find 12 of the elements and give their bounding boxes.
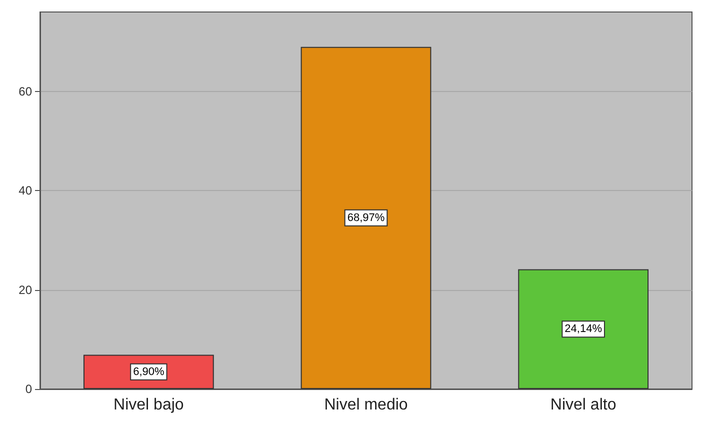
y-tick-label: 60 xyxy=(18,84,32,98)
x-tick-label: Nivel alto xyxy=(550,396,616,414)
y-tick-label: 0 xyxy=(25,382,32,396)
data-label: 24,14% xyxy=(564,323,602,336)
y-tick-label: 40 xyxy=(18,184,32,198)
data-label: 68,97% xyxy=(347,212,385,224)
bar xyxy=(518,269,649,389)
data-label: 6,90% xyxy=(133,366,164,378)
x-tick-label: Nivel medio xyxy=(324,396,408,414)
x-tick-label: Nivel bajo xyxy=(114,396,184,414)
y-tick-label: 20 xyxy=(18,282,32,297)
bar xyxy=(300,46,432,389)
